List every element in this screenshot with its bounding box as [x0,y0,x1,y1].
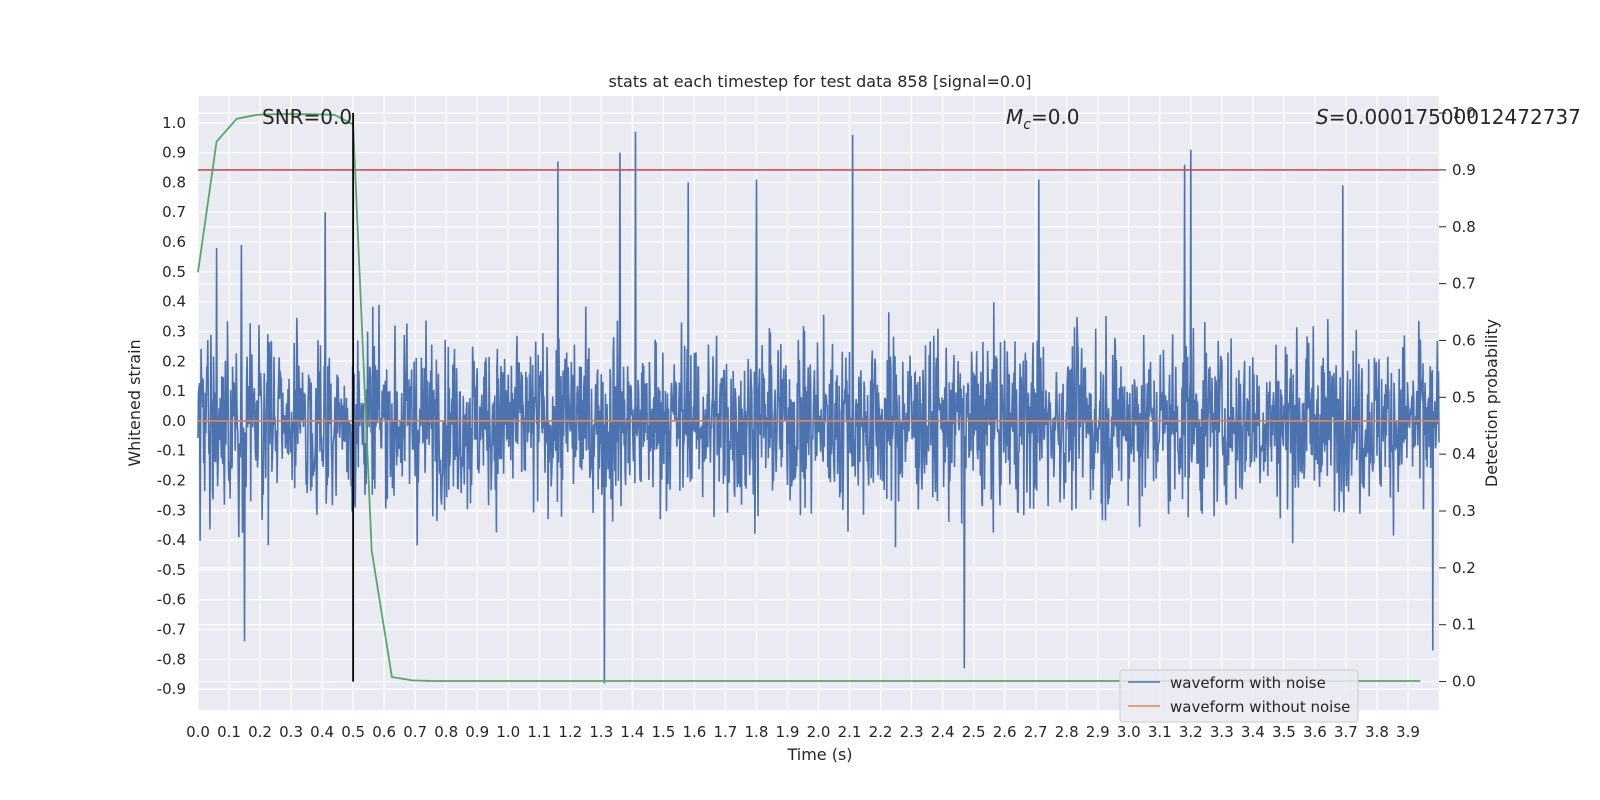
x-tick-label: 1.3 [589,723,613,741]
legend: waveform with noise waveform without noi… [1119,669,1359,723]
chirp-mass-annotation: Mc=0.0 [1006,105,1080,133]
y-tick-label: 0.3 [162,322,186,340]
y-tick-label: -0.2 [157,471,186,489]
x-tick-label: 0.4 [310,723,334,741]
x-tick-label: 3.7 [1334,723,1358,741]
s-symbol: S [1316,105,1329,129]
x-tick-label: 0.7 [403,723,427,741]
y-tick-label: -0.5 [157,561,186,579]
y2-tick-label: 0.4 [1452,445,1476,463]
x-tick-label: 0.0 [186,723,210,741]
x-tick-label: 3.9 [1396,723,1420,741]
series-line-waveform-with-noise [197,131,1440,684]
chirp-mass-symbol: M [1006,105,1023,129]
x-tick-label: 2.8 [1055,723,1079,741]
x-tick-label: 1.2 [558,723,582,741]
y2-tick-label: 0.6 [1452,331,1476,349]
chart-title: stats at each timestep for test data 858… [608,72,1031,91]
y-tick-label: 0.0 [162,412,186,430]
y-axis-label: Whitened strain [125,339,144,466]
snr-annotation: SNR=0.0 [262,105,352,129]
y2-axis-label: Detection probability [1482,319,1501,487]
x-tick-label: 2.4 [931,723,955,741]
x-tick-label: 1.7 [713,723,737,741]
y2-axis-ticks: 1.0 0.9 0.8 0.7 0.6 0.5 0.4 0.3 0.2 0.1 0.0 [1439,104,1476,691]
x-tick-label: 0.6 [372,723,396,741]
x-tick-label: 2.0 [807,723,831,741]
x-tick-label: 3.3 [1210,723,1234,741]
x-tick-label: 0.3 [279,723,303,741]
y-tick-label: -0.3 [157,501,186,519]
x-tick-label: 3.4 [1241,723,1265,741]
x-tick-label: 2.9 [1086,723,1110,741]
y-tick-label: -0.4 [157,531,186,549]
x-tick-label: 1.6 [682,723,706,741]
x-tick-label: 2.2 [869,723,893,741]
x-tick-label: 2.6 [993,723,1017,741]
y2-tick-label: 0.7 [1452,275,1476,293]
y-tick-label: 1.0 [162,114,186,132]
snr-s-annotation: S=0.00017500012472737 [1316,105,1581,129]
series-layer [197,113,1440,684]
x-tick-label: 3.5 [1272,723,1296,741]
y2-tick-label: 0.2 [1452,559,1476,577]
x-tick-label: 2.5 [962,723,986,741]
x-tick-label: 0.9 [465,723,489,741]
y-tick-label: 0.6 [162,233,186,251]
y2-tick-label: 0.1 [1452,616,1476,634]
chirp-mass-subscript: c [1023,117,1031,133]
y-tick-label: 0.7 [162,203,186,221]
x-tick-label: 1.1 [527,723,551,741]
y-tick-label: 0.1 [162,382,186,400]
y2-tick-label: 0.3 [1452,502,1476,520]
y2-tick-label: 0.0 [1452,673,1476,691]
y-tick-label: -0.7 [157,621,186,639]
x-tick-label: 2.1 [838,723,862,741]
y-axis-ticks: 1.0 0.9 0.8 0.7 0.6 0.5 0.4 0.3 0.2 0.1 0.0 -0.1 -0.… [157,114,186,698]
x-tick-label: 0.8 [434,723,458,741]
x-tick-label: 3.8 [1365,723,1389,741]
y2-tick-label: 0.5 [1452,388,1476,406]
x-tick-label: 1.5 [651,723,675,741]
y-tick-label: 0.4 [162,293,186,311]
chirp-mass-value: =0.0 [1031,105,1080,129]
x-tick-label: 0.1 [217,723,241,741]
y2-tick-label: 0.8 [1452,218,1476,236]
y2-tick-label: 0.9 [1452,161,1476,179]
legend-label-noise: waveform with noise [1170,674,1326,692]
legend-box [1119,669,1359,723]
legend-label-clean: waveform without noise [1170,698,1350,716]
x-tick-label: 0.2 [248,723,272,741]
y-tick-label: -0.6 [157,591,186,609]
x-axis-label: Time (s) [786,745,852,764]
series-line-detection-probability [197,113,1421,682]
y-tick-label: 0.5 [162,263,186,281]
x-axis-ticks: 0.0 0.1 0.2 0.3 0.4 0.5 0.6 0.7 0.8 0.9 1.0 1.1 1.2 1… [186,723,1420,741]
y2-tick-label: 1.0 [1452,104,1476,122]
x-tick-label: 1.9 [776,723,800,741]
x-tick-label: 3.0 [1117,723,1141,741]
x-tick-label: 1.0 [496,723,520,741]
x-tick-label: 2.3 [900,723,924,741]
y-tick-label: -0.9 [157,680,186,698]
x-tick-label: 3.6 [1303,723,1327,741]
y-tick-label: -0.1 [157,442,186,460]
x-tick-label: 1.8 [745,723,769,741]
y-tick-label: -0.8 [157,650,186,668]
y-tick-label: 0.8 [162,173,186,191]
x-tick-label: 2.7 [1024,723,1048,741]
s-value: =0.00017500012472737 [1329,105,1581,129]
x-tick-label: 1.4 [620,723,644,741]
x-tick-label: 3.1 [1148,723,1172,741]
y-tick-label: 0.2 [162,352,186,370]
x-tick-label: 0.5 [341,723,365,741]
y-tick-label: 0.9 [162,144,186,162]
x-tick-label: 3.2 [1179,723,1203,741]
